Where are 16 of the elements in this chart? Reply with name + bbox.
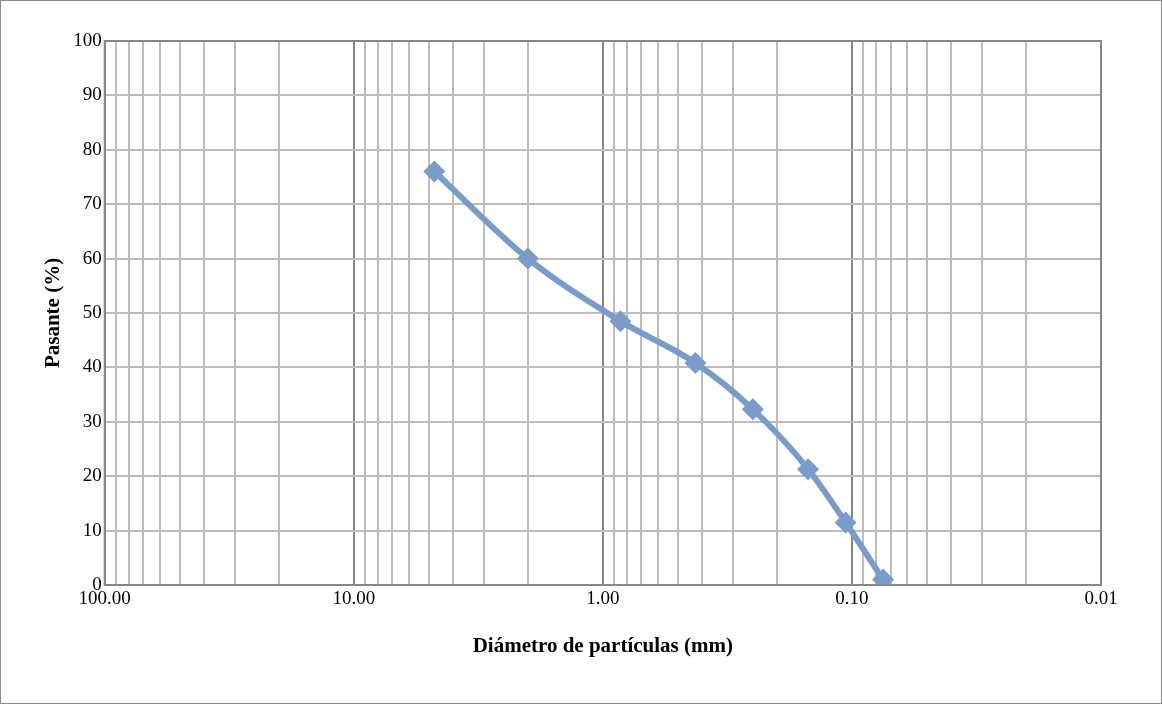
x-axis-title: Diámetro de partículas (mm) xyxy=(472,632,734,657)
y-tick-label: 60 xyxy=(82,246,102,268)
y-axis-title: Pasante (%) xyxy=(40,257,65,369)
x-tick-label: 1.00 xyxy=(586,587,620,609)
y-tick-label: 70 xyxy=(82,192,102,214)
x-tick-label: 0.01 xyxy=(1084,587,1118,609)
y-tick-label: 30 xyxy=(82,409,102,431)
y-tick-label: 40 xyxy=(82,355,102,377)
y-tick-label: 10 xyxy=(82,518,102,540)
y-tick-label: 90 xyxy=(82,83,102,105)
y-tick-label: 50 xyxy=(82,300,102,322)
x-tick-label: 0.10 xyxy=(835,587,869,609)
y-tick-label: 80 xyxy=(82,137,102,159)
y-tick-label: 20 xyxy=(82,464,102,486)
y-tick-label: 100 xyxy=(73,28,102,50)
x-tick-label: 10.00 xyxy=(332,587,376,609)
